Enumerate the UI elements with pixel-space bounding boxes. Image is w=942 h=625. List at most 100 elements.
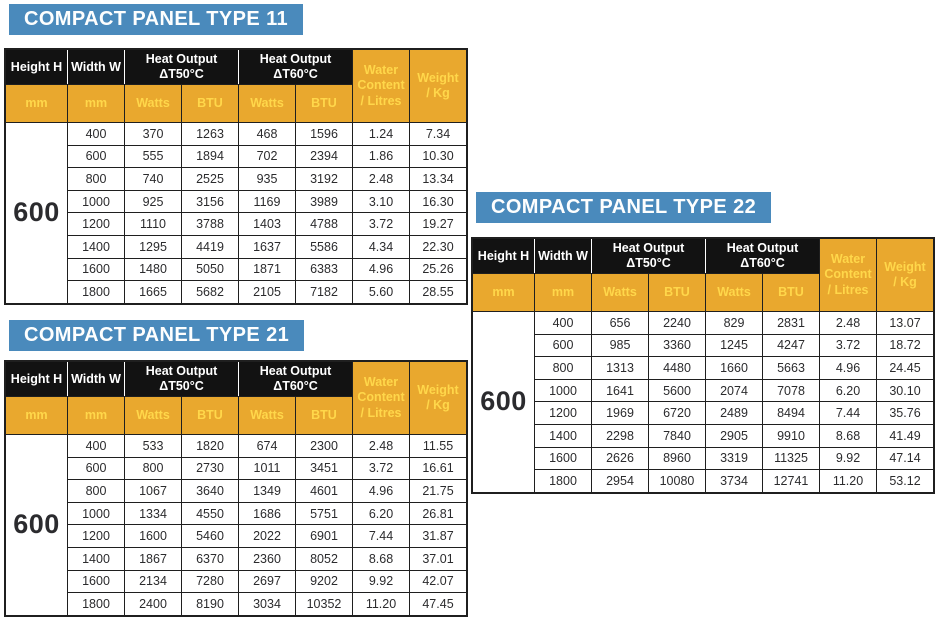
cell-water-content: 4.96 — [820, 357, 876, 379]
unit-header-mm: mm — [6, 397, 67, 434]
header-text-line: Weight — [417, 70, 459, 85]
header-text-line: Heat Output — [612, 241, 685, 256]
cell-btu-dt60: 12741 — [763, 470, 819, 492]
cell-btu-dt50: 8190 — [182, 593, 238, 615]
cell-btu-dt60: 3451 — [296, 457, 352, 480]
cell-width: 400 — [535, 312, 591, 334]
cell-watts-dt60: 1871 — [239, 258, 295, 281]
unit-header-watts: Watts — [125, 397, 181, 434]
header-text-line: / Kg — [893, 275, 917, 289]
cell-watts-dt50: 800 — [125, 457, 181, 480]
cell-weight: 24.45 — [877, 357, 933, 379]
cell-water-content: 7.44 — [820, 402, 876, 424]
cell-width: 1600 — [68, 570, 124, 593]
cell-water-content: 3.72 — [353, 213, 409, 235]
panel-type-22-section: COMPACT PANEL TYPE 22 Height H Width W H… — [471, 192, 935, 494]
cell-weight: 22.30 — [410, 235, 466, 258]
header-text-line: / Litres — [360, 93, 402, 108]
cell-width: 400 — [68, 435, 124, 457]
unit-header-watts: Watts — [706, 274, 762, 311]
header-text-line: Heat Output — [726, 241, 799, 256]
cell-width: 1800 — [68, 593, 124, 615]
cell-btu-dt50: 5460 — [182, 525, 238, 547]
cell-width: 1400 — [68, 547, 124, 570]
header-text-line: ΔT60°C — [740, 256, 785, 270]
cell-width: 600 — [68, 457, 124, 480]
heat-output-label: Heat Output ΔT60°C — [727, 241, 799, 271]
cell-width: 1000 — [68, 190, 124, 213]
cell-btu-dt50: 1820 — [182, 435, 238, 457]
cell-weight: 25.26 — [410, 258, 466, 281]
column-header-width: Width W — [534, 239, 591, 273]
cell-watts-dt50: 2954 — [592, 470, 648, 492]
cell-btu-dt50: 6720 — [649, 402, 705, 424]
cell-water-content: 4.96 — [353, 480, 409, 502]
spec-table-type-11: Height H Width W Heat Output ΔT50°C Heat… — [4, 48, 468, 305]
cell-btu-dt60: 8494 — [763, 402, 819, 424]
cell-watts-dt50: 1665 — [125, 281, 181, 303]
column-header-heat-output-dt50: Heat Output ΔT50°C — [591, 239, 705, 273]
cell-btu-dt50: 3640 — [182, 480, 238, 502]
unit-header-btu: BTU — [182, 397, 238, 434]
cell-weight: 10.30 — [410, 145, 466, 168]
weight-label: Weight / Kg — [884, 260, 925, 291]
cell-water-content: 2.48 — [820, 312, 876, 334]
cell-width: 1200 — [68, 213, 124, 235]
cell-btu-dt60: 5663 — [763, 357, 819, 379]
header-text-line: Weight — [417, 382, 459, 397]
cell-water-content: 1.24 — [353, 123, 409, 145]
cell-watts-dt50: 1600 — [125, 525, 181, 547]
cell-watts-dt60: 2489 — [706, 402, 762, 424]
panel-title: COMPACT PANEL TYPE 21 — [9, 320, 305, 351]
cell-water-content: 7.44 — [353, 525, 409, 547]
header-text-line: ΔT50°C — [159, 67, 204, 81]
header-text-line: ΔT60°C — [273, 379, 318, 393]
cell-watts-dt50: 370 — [125, 123, 181, 145]
cell-btu-dt50: 8960 — [649, 447, 705, 470]
cell-btu-dt60: 4247 — [763, 334, 819, 357]
cell-btu-dt60: 7182 — [296, 281, 352, 303]
cell-watts-dt50: 740 — [125, 168, 181, 190]
cell-watts-dt60: 1349 — [239, 480, 295, 502]
cell-watts-dt60: 468 — [239, 123, 295, 145]
cell-watts-dt50: 2298 — [592, 424, 648, 447]
cell-width: 1000 — [68, 502, 124, 525]
cell-watts-dt60: 2022 — [239, 525, 295, 547]
cell-btu-dt60: 4788 — [296, 213, 352, 235]
cell-watts-dt50: 2400 — [125, 593, 181, 615]
cell-watts-dt60: 2905 — [706, 424, 762, 447]
column-header-weight: Weight / Kg — [410, 50, 466, 122]
cell-btu-dt50: 1263 — [182, 123, 238, 145]
water-content-label: Water Content / Litres — [357, 375, 404, 421]
unit-header-btu: BTU — [649, 274, 705, 311]
cell-btu-dt50: 4550 — [182, 502, 238, 525]
cell-btu-dt50: 10080 — [649, 470, 705, 492]
cell-watts-dt60: 2105 — [239, 281, 295, 303]
column-header-heat-output-dt60: Heat Output ΔT60°C — [705, 239, 819, 273]
cell-water-content: 8.68 — [820, 424, 876, 447]
header-text-line: / Kg — [426, 398, 450, 412]
cell-weight: 31.87 — [410, 525, 466, 547]
cell-width: 600 — [68, 145, 124, 168]
column-header-height: Height H — [6, 362, 67, 396]
cell-water-content: 6.20 — [820, 379, 876, 402]
cell-weight: 35.76 — [877, 402, 933, 424]
water-content-label: Water Content / Litres — [357, 63, 404, 109]
cell-btu-dt50: 5050 — [182, 258, 238, 281]
cell-width: 1000 — [535, 379, 591, 402]
header-text-line: Content — [824, 267, 872, 282]
header-text-line: ΔT50°C — [159, 379, 204, 393]
cell-btu-dt50: 6370 — [182, 547, 238, 570]
cell-weight: 47.45 — [410, 593, 466, 615]
cell-water-content: 9.92 — [353, 570, 409, 593]
cell-water-content: 9.92 — [820, 447, 876, 470]
column-header-heat-output-dt60: Heat Output ΔT60°C — [238, 362, 352, 396]
unit-header-watts: Watts — [592, 274, 648, 311]
cell-btu-dt60: 2394 — [296, 145, 352, 168]
cell-btu-dt60: 8052 — [296, 547, 352, 570]
cell-watts-dt50: 1067 — [125, 480, 181, 502]
cell-water-content: 2.48 — [353, 168, 409, 190]
cell-weight: 47.14 — [877, 447, 933, 470]
cell-width: 1400 — [68, 235, 124, 258]
cell-watts-dt50: 1867 — [125, 547, 181, 570]
